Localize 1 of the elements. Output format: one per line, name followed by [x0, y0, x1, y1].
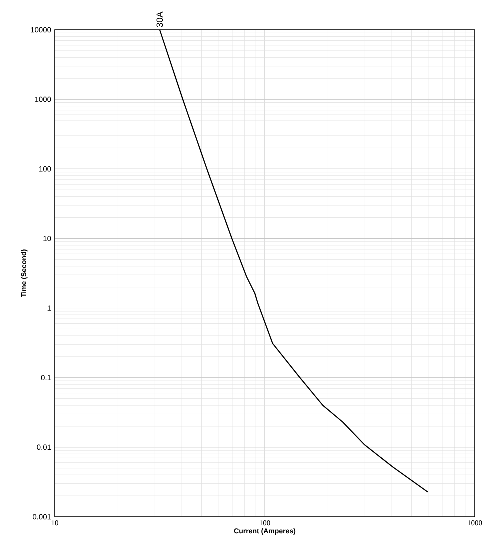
annotation: 30A: [156, 12, 164, 28]
